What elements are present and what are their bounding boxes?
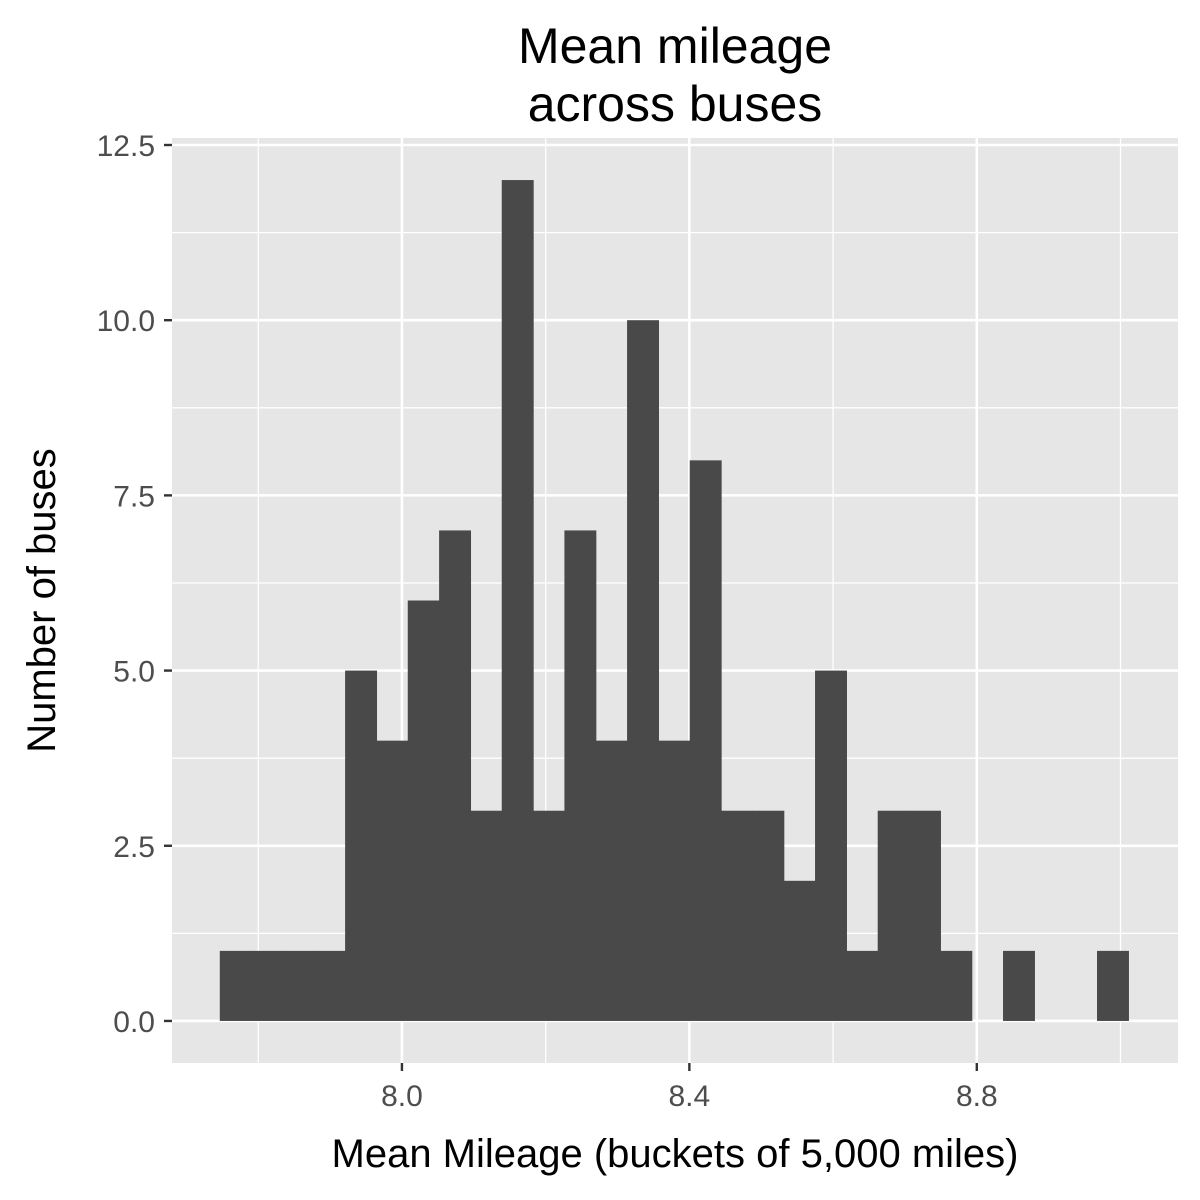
histogram-bar <box>313 950 346 1021</box>
histogram-bar <box>846 950 879 1021</box>
y-tick-label: 10.0 <box>97 305 155 338</box>
histogram-bar <box>501 180 534 1021</box>
histogram-bar <box>940 950 973 1021</box>
histogram-bar <box>752 810 785 1021</box>
x-tick-label: 8.8 <box>956 1080 998 1113</box>
y-tick-label: 12.5 <box>97 130 155 163</box>
histogram-bar <box>219 950 252 1021</box>
histogram-bar <box>282 950 315 1021</box>
x-tick-label: 8.0 <box>381 1080 423 1113</box>
histogram-bar <box>909 810 941 1021</box>
chart-title-line: Mean mileage <box>518 18 832 74</box>
y-tick-label: 5.0 <box>113 656 155 689</box>
histogram-bar <box>721 810 753 1021</box>
chart-title-line: across buses <box>528 76 823 132</box>
histogram-bar <box>783 880 816 1021</box>
y-tick-label: 7.5 <box>113 480 155 513</box>
histogram-bar <box>407 600 440 1021</box>
histogram-bar <box>470 810 503 1021</box>
y-axis-title: Number of buses <box>20 448 64 753</box>
histogram-bar <box>439 530 472 1021</box>
x-axis-title: Mean Mileage (buckets of 5,000 miles) <box>332 1132 1019 1176</box>
x-tick-label: 8.4 <box>669 1080 711 1113</box>
histogram-bar <box>376 740 409 1021</box>
y-tick-label: 0.0 <box>113 1006 155 1039</box>
histogram-bar <box>564 530 597 1021</box>
y-tick-label: 2.5 <box>113 831 155 864</box>
y-axis-ticks: 0.0 2.5 5.0 7.5 10.0 12.5 <box>97 130 172 1039</box>
histogram-bar <box>815 670 847 1021</box>
histogram-bar <box>877 810 910 1021</box>
histogram-bar <box>627 320 660 1021</box>
histogram-bar <box>533 810 566 1021</box>
histogram-bar <box>689 460 722 1021</box>
histogram-bar <box>658 740 691 1021</box>
x-axis-ticks: 8.0 8.4 8.8 <box>381 1063 998 1113</box>
histogram-bar <box>1097 950 1129 1021</box>
histogram-bars <box>219 180 1129 1021</box>
histogram-bar <box>251 950 284 1021</box>
histogram-bar <box>595 740 628 1021</box>
histogram-bar <box>345 670 378 1021</box>
histogram-bar <box>1003 950 1035 1021</box>
